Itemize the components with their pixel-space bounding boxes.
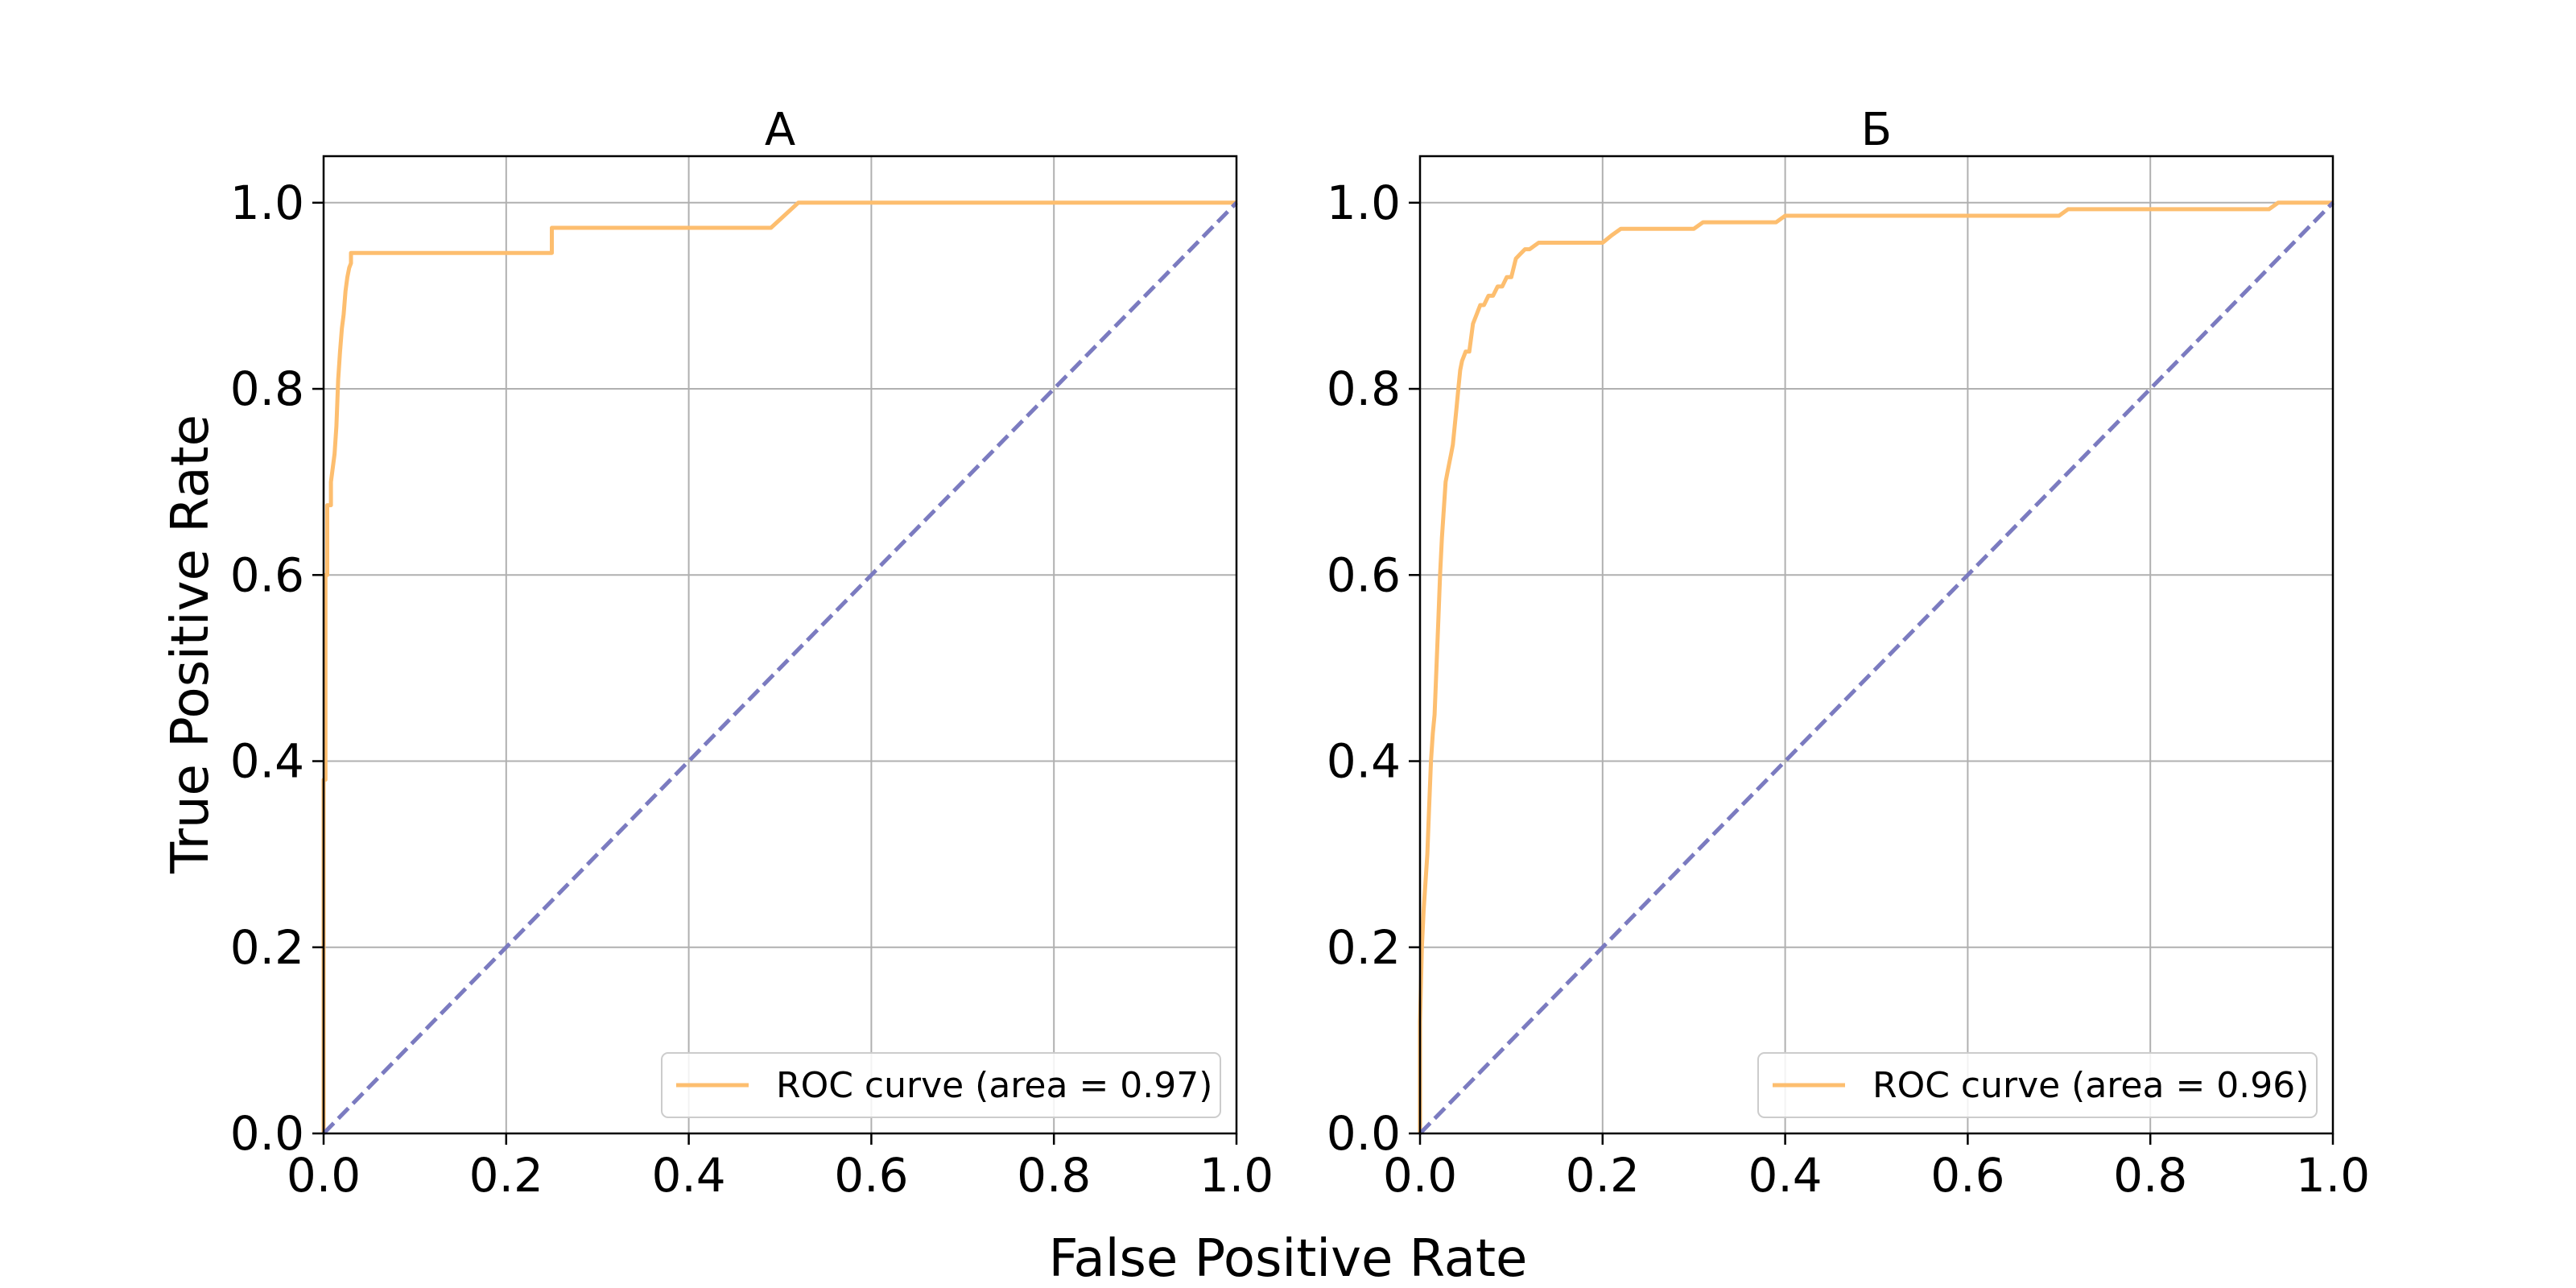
figure-y-axis-label: True Positive Rate — [161, 415, 221, 874]
figure-x-axis-label: False Positive Rate — [1049, 1229, 1528, 1288]
y-tick-label: 0.2 — [1327, 920, 1401, 975]
y-tick-label: 1.0 — [230, 175, 304, 230]
x-tick-label: 1.0 — [2296, 1148, 2370, 1203]
x-tick-label: 0.4 — [651, 1148, 725, 1203]
x-tick-label: 0.6 — [834, 1148, 908, 1203]
panel-title: А — [765, 104, 795, 156]
y-tick-label: 0.6 — [230, 547, 304, 602]
y-tick-label: 0.2 — [230, 920, 304, 975]
x-tick-label: 0.8 — [2113, 1148, 2187, 1203]
y-tick-label: 0.4 — [230, 734, 304, 789]
y-tick-label: 0.6 — [1327, 547, 1401, 602]
legend-label: ROC curve (area = 0.97) — [776, 1065, 1212, 1106]
y-tick-label: 1.0 — [1327, 175, 1401, 230]
y-tick-label: 0.4 — [1327, 734, 1401, 789]
x-tick-label: 0.2 — [1566, 1148, 1640, 1203]
y-tick-label: 0.0 — [1327, 1106, 1401, 1161]
x-tick-label: 0.6 — [1930, 1148, 2004, 1203]
x-tick-label: 0.2 — [469, 1148, 543, 1203]
x-tick-label: 0.0 — [1383, 1148, 1457, 1203]
y-tick-label: 0.8 — [1327, 361, 1401, 416]
x-tick-label: 1.0 — [1199, 1148, 1274, 1203]
legend-label: ROC curve (area = 0.96) — [1872, 1065, 2309, 1106]
y-tick-label: 0.8 — [230, 361, 304, 416]
x-tick-label: 0.4 — [1748, 1148, 1822, 1203]
x-tick-label: 0.0 — [287, 1148, 361, 1203]
panel-a: 0.0 0.2 0.4 0.6 0.8 1.0 0.0 0.2 0.4 0.6 0.8 1.0 А ROC… — [230, 104, 1274, 1203]
axes-frame — [322, 155, 1238, 1135]
roc-curve-line — [1418, 200, 2333, 1133]
axes-frame — [1418, 155, 2334, 1135]
x-tick-label: 0.8 — [1017, 1148, 1091, 1203]
chance-diagonal-line — [1418, 201, 2334, 1135]
y-tick-label: 0.0 — [230, 1106, 304, 1161]
roc-curve-line — [321, 200, 1236, 1133]
panel-b: 0.0 0.2 0.4 0.6 0.8 1.0 0.0 0.2 0.4 0.6 0.8 1.0 Б ROC… — [1327, 104, 2370, 1203]
legend-box — [1757, 1052, 2318, 1118]
chance-diagonal-line — [322, 201, 1238, 1135]
panel-title: Б — [1861, 104, 1892, 156]
legend-box — [661, 1052, 1221, 1118]
